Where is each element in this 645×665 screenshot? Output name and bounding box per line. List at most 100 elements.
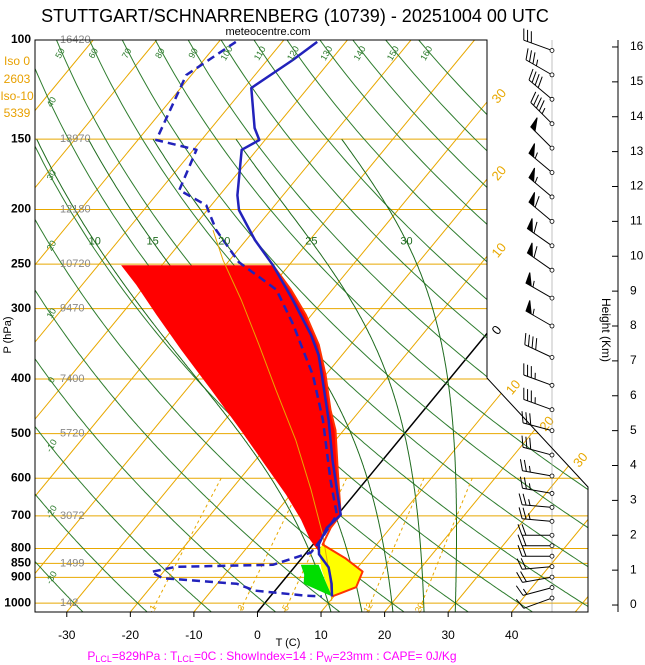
dry-adiabat-label: 110 bbox=[252, 45, 268, 62]
mixing-ratio-label: 20 bbox=[413, 601, 427, 615]
dry-adiabat-label: 100 bbox=[218, 44, 234, 62]
dry-adiabat-label: -20 bbox=[44, 504, 59, 520]
dry-adiabat bbox=[187, 40, 588, 612]
gph-label: 7400 bbox=[60, 373, 84, 385]
profile-line bbox=[236, 40, 342, 597]
wind-station bbox=[549, 96, 555, 102]
wind-station bbox=[549, 553, 555, 559]
wind-barb bbox=[526, 218, 553, 247]
dry-adiabat bbox=[154, 40, 588, 612]
y2-tick-label: 11 bbox=[630, 214, 643, 228]
moist-adiabat-label: 15 bbox=[147, 235, 159, 247]
wind-station bbox=[549, 243, 555, 249]
wind-barb bbox=[525, 300, 553, 327]
x-tick-label: -10 bbox=[185, 628, 203, 642]
wind-barb bbox=[517, 534, 552, 547]
y2-tick-label: 16 bbox=[630, 39, 644, 53]
wind-station bbox=[549, 145, 555, 151]
chart-title: STUTTGART/SCHNARRENBERG (10739) - 202510… bbox=[41, 6, 549, 26]
area bbox=[121, 265, 341, 551]
wind-station bbox=[549, 518, 555, 524]
footer-subscript: LCL bbox=[177, 654, 194, 664]
isotherm bbox=[35, 40, 221, 612]
y2-tick-label: 7 bbox=[630, 353, 637, 367]
x-tick-label: 10 bbox=[314, 628, 328, 642]
wind-station bbox=[549, 407, 555, 413]
wind-barb bbox=[523, 363, 553, 386]
gph-label: 142 bbox=[60, 597, 78, 609]
y-tick-label: 250 bbox=[11, 256, 31, 270]
footer-subscript: LCL bbox=[95, 654, 112, 664]
y2-tick-label: 12 bbox=[630, 179, 644, 193]
moist-adiabat bbox=[235, 138, 425, 612]
moist-adiabat-label: 30 bbox=[400, 235, 412, 247]
dry-adiabat-label: 120 bbox=[285, 44, 301, 62]
plot-frame bbox=[34, 39, 589, 613]
footer: PLCL=829hPa : TLCL=0C : ShowIndex=14 : P… bbox=[87, 649, 456, 664]
moist-adiabat-label: 25 bbox=[305, 235, 317, 247]
profile-line bbox=[212, 229, 333, 601]
wind-barb bbox=[528, 68, 553, 100]
mixing-ratio-line bbox=[366, 477, 425, 612]
dry-adiabat bbox=[121, 40, 588, 612]
wind-barb bbox=[525, 272, 553, 299]
y2-tick-label: 5 bbox=[630, 423, 637, 437]
isotherm-label: 20 bbox=[488, 163, 509, 184]
wind-station bbox=[549, 491, 555, 496]
gph-label: 13970 bbox=[60, 133, 91, 145]
isotherm bbox=[447, 40, 588, 612]
gph-label: 9470 bbox=[60, 303, 84, 315]
mixing-ratio-label: 3 bbox=[235, 603, 246, 612]
wind-station bbox=[549, 323, 555, 329]
dry-adiabat-label: 160 bbox=[418, 44, 434, 62]
wind-barb bbox=[526, 242, 553, 271]
wind-barb bbox=[528, 143, 553, 173]
dry-adiabat bbox=[319, 40, 588, 612]
y-tick-label: 850 bbox=[11, 556, 31, 570]
dry-adiabat-label: 50 bbox=[53, 46, 67, 60]
x-tick-label: -30 bbox=[58, 628, 76, 642]
wind-station bbox=[549, 585, 555, 590]
dry-adiabat bbox=[35, 40, 212, 612]
isotherm bbox=[35, 40, 285, 612]
iso-label: Iso-10 bbox=[0, 89, 34, 103]
wind-barb bbox=[518, 493, 553, 508]
mixing-ratio-line bbox=[239, 477, 305, 612]
y2-tick-label: 8 bbox=[630, 318, 637, 332]
footer-text: =0C : ShowIndex=14 : P bbox=[194, 649, 324, 663]
area bbox=[318, 544, 363, 597]
wind-barb bbox=[517, 545, 552, 557]
profiles bbox=[121, 40, 364, 601]
y2-tick-label: 4 bbox=[630, 458, 637, 472]
y-tick-label: 400 bbox=[11, 371, 31, 385]
wind-barb bbox=[515, 597, 553, 609]
y2-tick-label: 10 bbox=[630, 248, 644, 262]
profile-line bbox=[272, 264, 364, 598]
mixing-ratio-label: 12 bbox=[361, 601, 375, 615]
y2-tick-label: 1 bbox=[630, 562, 637, 576]
y2-tick-label: 13 bbox=[630, 144, 644, 158]
y-tick-label: 200 bbox=[11, 202, 31, 216]
area bbox=[300, 564, 332, 597]
wind-station bbox=[549, 295, 555, 301]
isotherm bbox=[35, 40, 158, 612]
dry-adiabat-label: -10 bbox=[44, 438, 59, 454]
isotherm-label: 30 bbox=[488, 85, 509, 106]
y-tick-label: 300 bbox=[11, 301, 31, 315]
x-tick-label: 0 bbox=[254, 628, 261, 642]
isotherm-label: 10 bbox=[488, 240, 509, 261]
wind-barb bbox=[523, 387, 553, 411]
dry-adiabat-label: 130 bbox=[318, 44, 334, 62]
y2-tick-label: 6 bbox=[630, 388, 637, 402]
wind-station bbox=[549, 452, 555, 458]
y2-tick-label: 15 bbox=[630, 74, 644, 88]
y-tick-label: 700 bbox=[11, 508, 31, 522]
x-tick-label: -20 bbox=[122, 628, 140, 642]
y-axis-label: P (hPa) bbox=[2, 316, 14, 353]
wind-barb bbox=[524, 333, 553, 358]
x-tick-label: 30 bbox=[441, 628, 455, 642]
gph-label: 10720 bbox=[60, 258, 91, 270]
iso-label: Iso 0 bbox=[4, 54, 30, 68]
